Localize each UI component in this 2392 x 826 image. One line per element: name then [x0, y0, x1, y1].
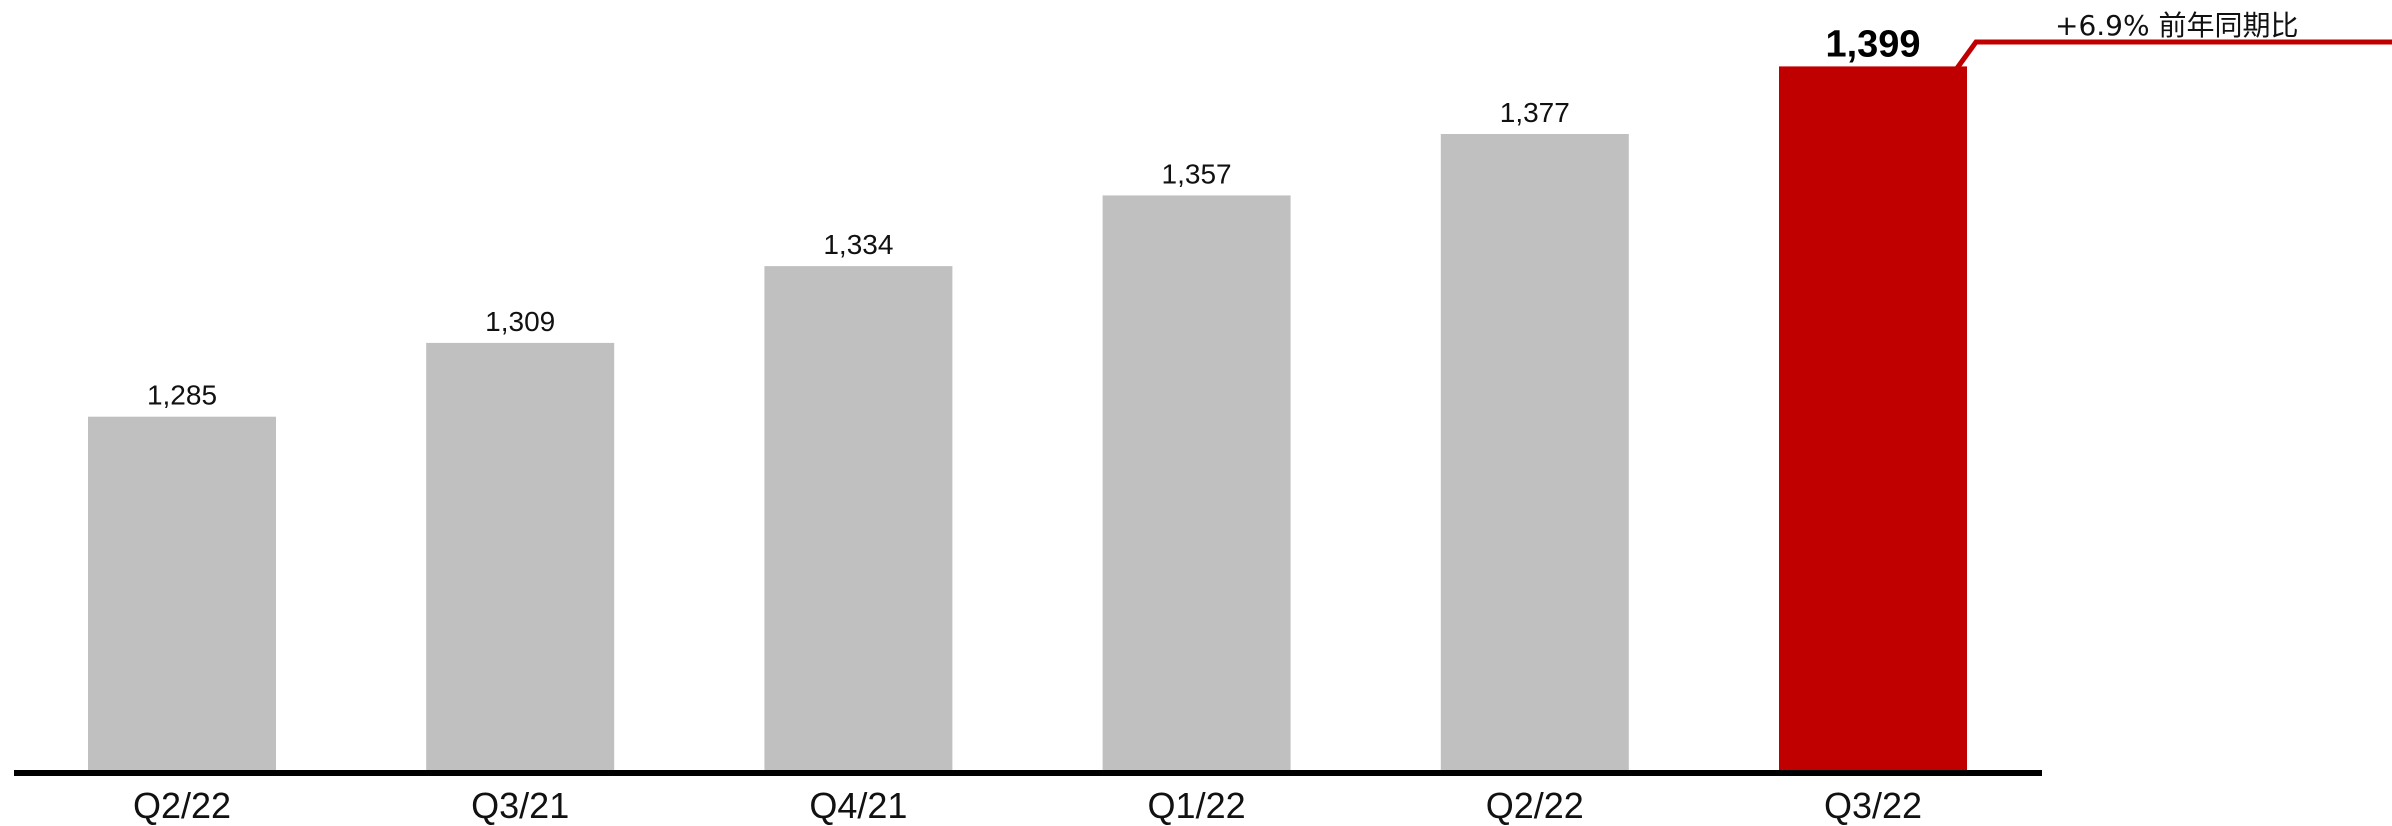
x-tick-label-2: Q3/21 — [471, 785, 569, 826]
x-tick-labels-group: Q2/22 Q3/21 Q4/21 Q1/22 Q2/22 Q3/22 — [133, 785, 1922, 826]
value-label-5: 1,377 — [1500, 97, 1570, 128]
bar-5 — [1440, 134, 1629, 770]
x-tick-label-4: Q1/22 — [1148, 785, 1246, 826]
x-tick-label-3: Q4/21 — [809, 785, 907, 826]
value-label-1: 1,285 — [147, 380, 217, 411]
bar-6 — [1779, 66, 1967, 770]
bar-2 — [426, 342, 615, 770]
bar-1 — [88, 416, 276, 770]
bars-group — [88, 66, 1967, 770]
value-label-3: 1,334 — [823, 229, 893, 260]
value-label-4: 1,357 — [1162, 158, 1232, 189]
yoy-annotation-line — [1944, 39, 2392, 84]
yoy-annotation-text: +6.9% 前年同期比 — [2055, 9, 2299, 42]
x-tick-label-1: Q2/22 — [133, 785, 231, 826]
bar-4 — [1102, 195, 1291, 770]
value-label-2: 1,309 — [485, 306, 555, 337]
bar-3 — [764, 266, 953, 770]
value-labels-group: 1,285 1,309 1,334 1,357 1,377 1,399 — [147, 23, 1921, 410]
value-label-6: 1,399 — [1825, 23, 1920, 65]
x-tick-label-5: Q2/22 — [1486, 785, 1584, 826]
x-tick-label-6: Q3/22 — [1824, 785, 1922, 826]
